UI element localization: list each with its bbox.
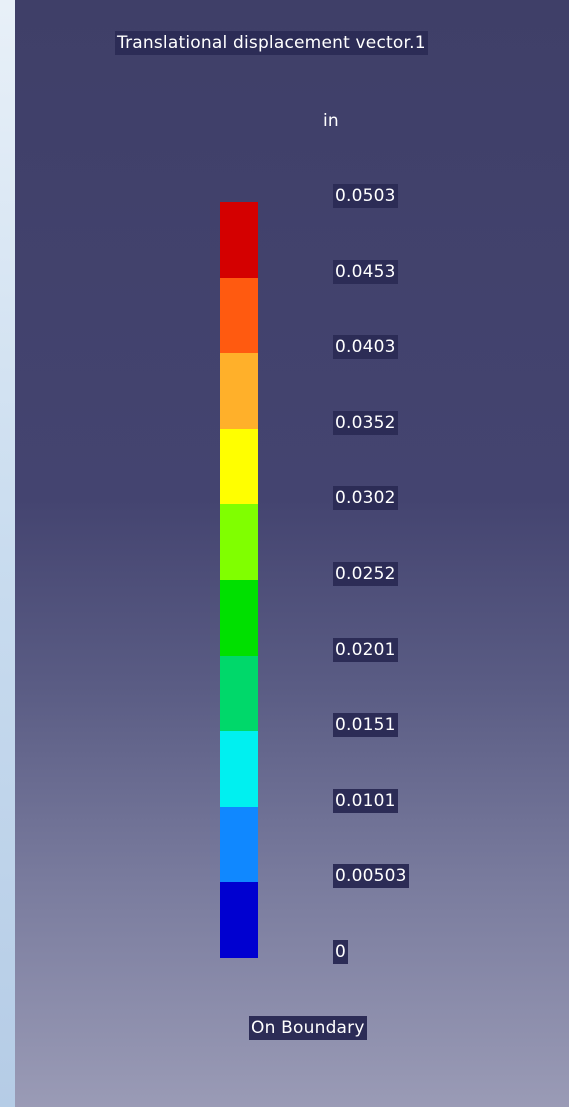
color-band-1: [220, 202, 258, 278]
scale-value-2: 0.0403: [333, 335, 398, 360]
color-band-2: [220, 277, 258, 354]
left-panel-edge: [0, 0, 15, 1107]
legend-title[interactable]: Translational displacement vector.1: [115, 31, 428, 55]
scale-value-5: 0.0252: [333, 562, 398, 586]
scale-value-6: 0.0201: [333, 637, 398, 662]
scale-value-8: 0.0101: [333, 788, 398, 813]
color-band-10: [220, 882, 258, 958]
scale-value-0: 0.0503: [333, 184, 398, 208]
legend-units: in: [323, 111, 339, 131]
color-band-9: [220, 806, 258, 883]
color-band-5: [220, 504, 258, 580]
color-band-7: [220, 655, 258, 732]
legend-footer: On Boundary: [249, 1016, 367, 1040]
color-band-3: [220, 353, 258, 429]
3d-viewport[interactable]: Translational displacement vector.1 in 0…: [15, 0, 569, 1107]
color-band-6: [220, 579, 258, 656]
scale-value-4: 0.0302: [333, 486, 398, 511]
color-scale-bar[interactable]: [220, 202, 258, 958]
scale-value-1: 0.0453: [333, 259, 398, 284]
scale-value-7: 0.0151: [333, 713, 398, 738]
scale-value-9: 0.00503: [333, 864, 409, 889]
color-band-8: [220, 731, 258, 807]
scale-value-10: 0: [333, 940, 349, 964]
scale-value-3: 0.0352: [333, 410, 398, 435]
color-band-4: [220, 428, 258, 505]
